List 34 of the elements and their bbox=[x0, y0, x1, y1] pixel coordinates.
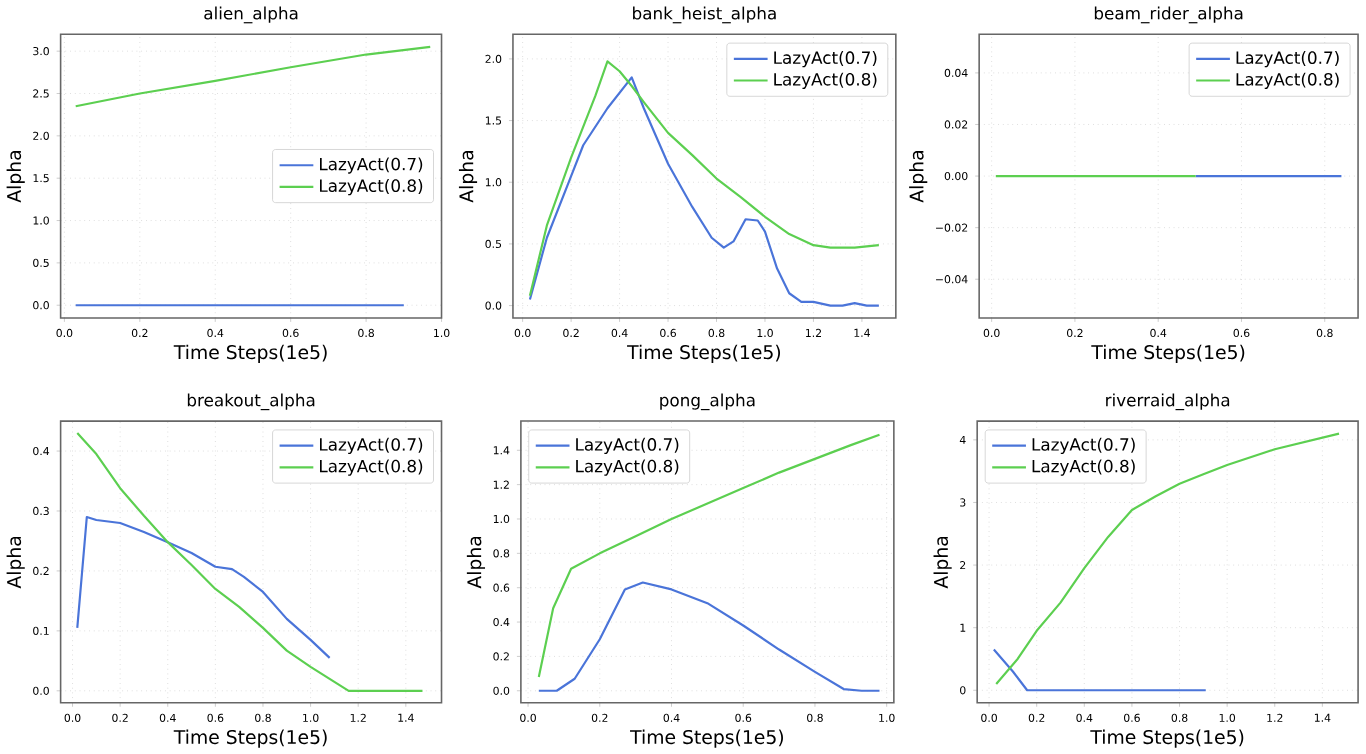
legend-label: LazyAct(0.7) bbox=[320, 157, 423, 174]
legend-label: LazyAct(0.8) bbox=[320, 459, 423, 476]
x-axis-title: Time Steps(1e5) bbox=[1090, 729, 1244, 748]
y-axis-title: Alpha bbox=[466, 536, 486, 589]
legend-label: LazyAct(0.7) bbox=[1236, 50, 1339, 68]
chart-title: breakout_alpha bbox=[187, 393, 315, 411]
y-axis-title: Alpha bbox=[6, 150, 25, 203]
legend-label: LazyAct(0.8) bbox=[320, 178, 423, 196]
line-series bbox=[995, 432, 1341, 685]
x-axis-title: Time Steps(1e5) bbox=[627, 344, 781, 363]
line-series bbox=[537, 581, 881, 692]
legend-label: LazyAct(0.8) bbox=[1032, 459, 1135, 476]
legend-label: LazyAct(0.7) bbox=[576, 437, 679, 454]
chart-title: riverraid_alpha bbox=[1106, 393, 1230, 411]
legend-label: LazyAct(0.8) bbox=[774, 72, 877, 89]
x-axis-title: Time Steps(1e5) bbox=[630, 729, 783, 748]
y-axis-title: Alpha bbox=[933, 536, 952, 589]
chart-title: pong_alpha bbox=[660, 393, 755, 411]
line-series bbox=[76, 515, 331, 659]
x-axis-title: Time Steps(1e5) bbox=[173, 344, 327, 363]
y-axis-title: Alpha bbox=[6, 536, 25, 589]
x-axis-title: Time Steps(1e5) bbox=[173, 729, 327, 748]
line-series bbox=[74, 45, 432, 108]
chart-title: beam_rider_alpha bbox=[1094, 6, 1243, 24]
chart-title: bank_heist_alpha bbox=[633, 6, 776, 24]
legend-label: LazyAct(0.7) bbox=[1032, 437, 1135, 454]
chart-title: alien_alpha bbox=[204, 6, 298, 24]
legend-label: LazyAct(0.8) bbox=[1236, 72, 1339, 89]
y-axis-title: Alpha bbox=[458, 150, 478, 203]
x-axis-title: Time Steps(1e5) bbox=[1091, 344, 1245, 363]
y-axis-title: Alpha bbox=[909, 150, 928, 203]
legend-label: LazyAct(0.7) bbox=[320, 437, 423, 454]
legend-label: LazyAct(0.7) bbox=[774, 50, 877, 68]
legend-label: LazyAct(0.8) bbox=[576, 459, 679, 476]
